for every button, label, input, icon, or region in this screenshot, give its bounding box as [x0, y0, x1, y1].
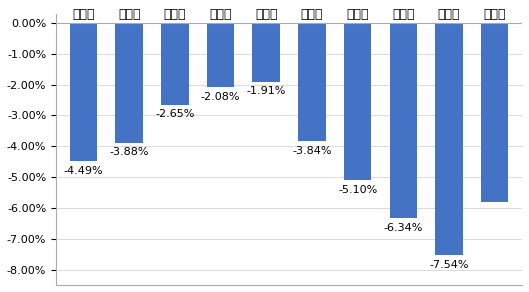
Bar: [115, 23, 143, 142]
Text: 第六个: 第六个: [300, 8, 323, 21]
Text: -5.10%: -5.10%: [338, 185, 377, 195]
Text: 第一个: 第一个: [72, 8, 95, 21]
Bar: [344, 23, 371, 180]
Text: 第三个: 第三个: [163, 8, 186, 21]
Text: 第二个: 第二个: [118, 8, 140, 21]
Bar: [207, 23, 234, 87]
Text: 第十个: 第十个: [484, 8, 506, 21]
Text: -7.54%: -7.54%: [429, 260, 469, 270]
Text: -3.84%: -3.84%: [292, 146, 332, 156]
Text: -6.34%: -6.34%: [384, 223, 423, 233]
Bar: [70, 23, 97, 161]
Text: -1.91%: -1.91%: [247, 86, 286, 96]
Bar: [481, 23, 508, 202]
Bar: [389, 23, 417, 218]
Text: 第五个: 第五个: [255, 8, 277, 21]
Text: -3.88%: -3.88%: [110, 147, 149, 157]
Bar: [298, 23, 325, 141]
Text: 第四个: 第四个: [209, 8, 232, 21]
Text: 第九个: 第九个: [437, 8, 460, 21]
Bar: [252, 23, 280, 82]
Text: -2.65%: -2.65%: [155, 109, 195, 119]
Text: -2.08%: -2.08%: [201, 92, 240, 102]
Bar: [161, 23, 188, 105]
Text: 第八个: 第八个: [392, 8, 415, 21]
Text: 第七个: 第七个: [346, 8, 369, 21]
Bar: [435, 23, 463, 256]
Text: -4.49%: -4.49%: [63, 166, 103, 176]
